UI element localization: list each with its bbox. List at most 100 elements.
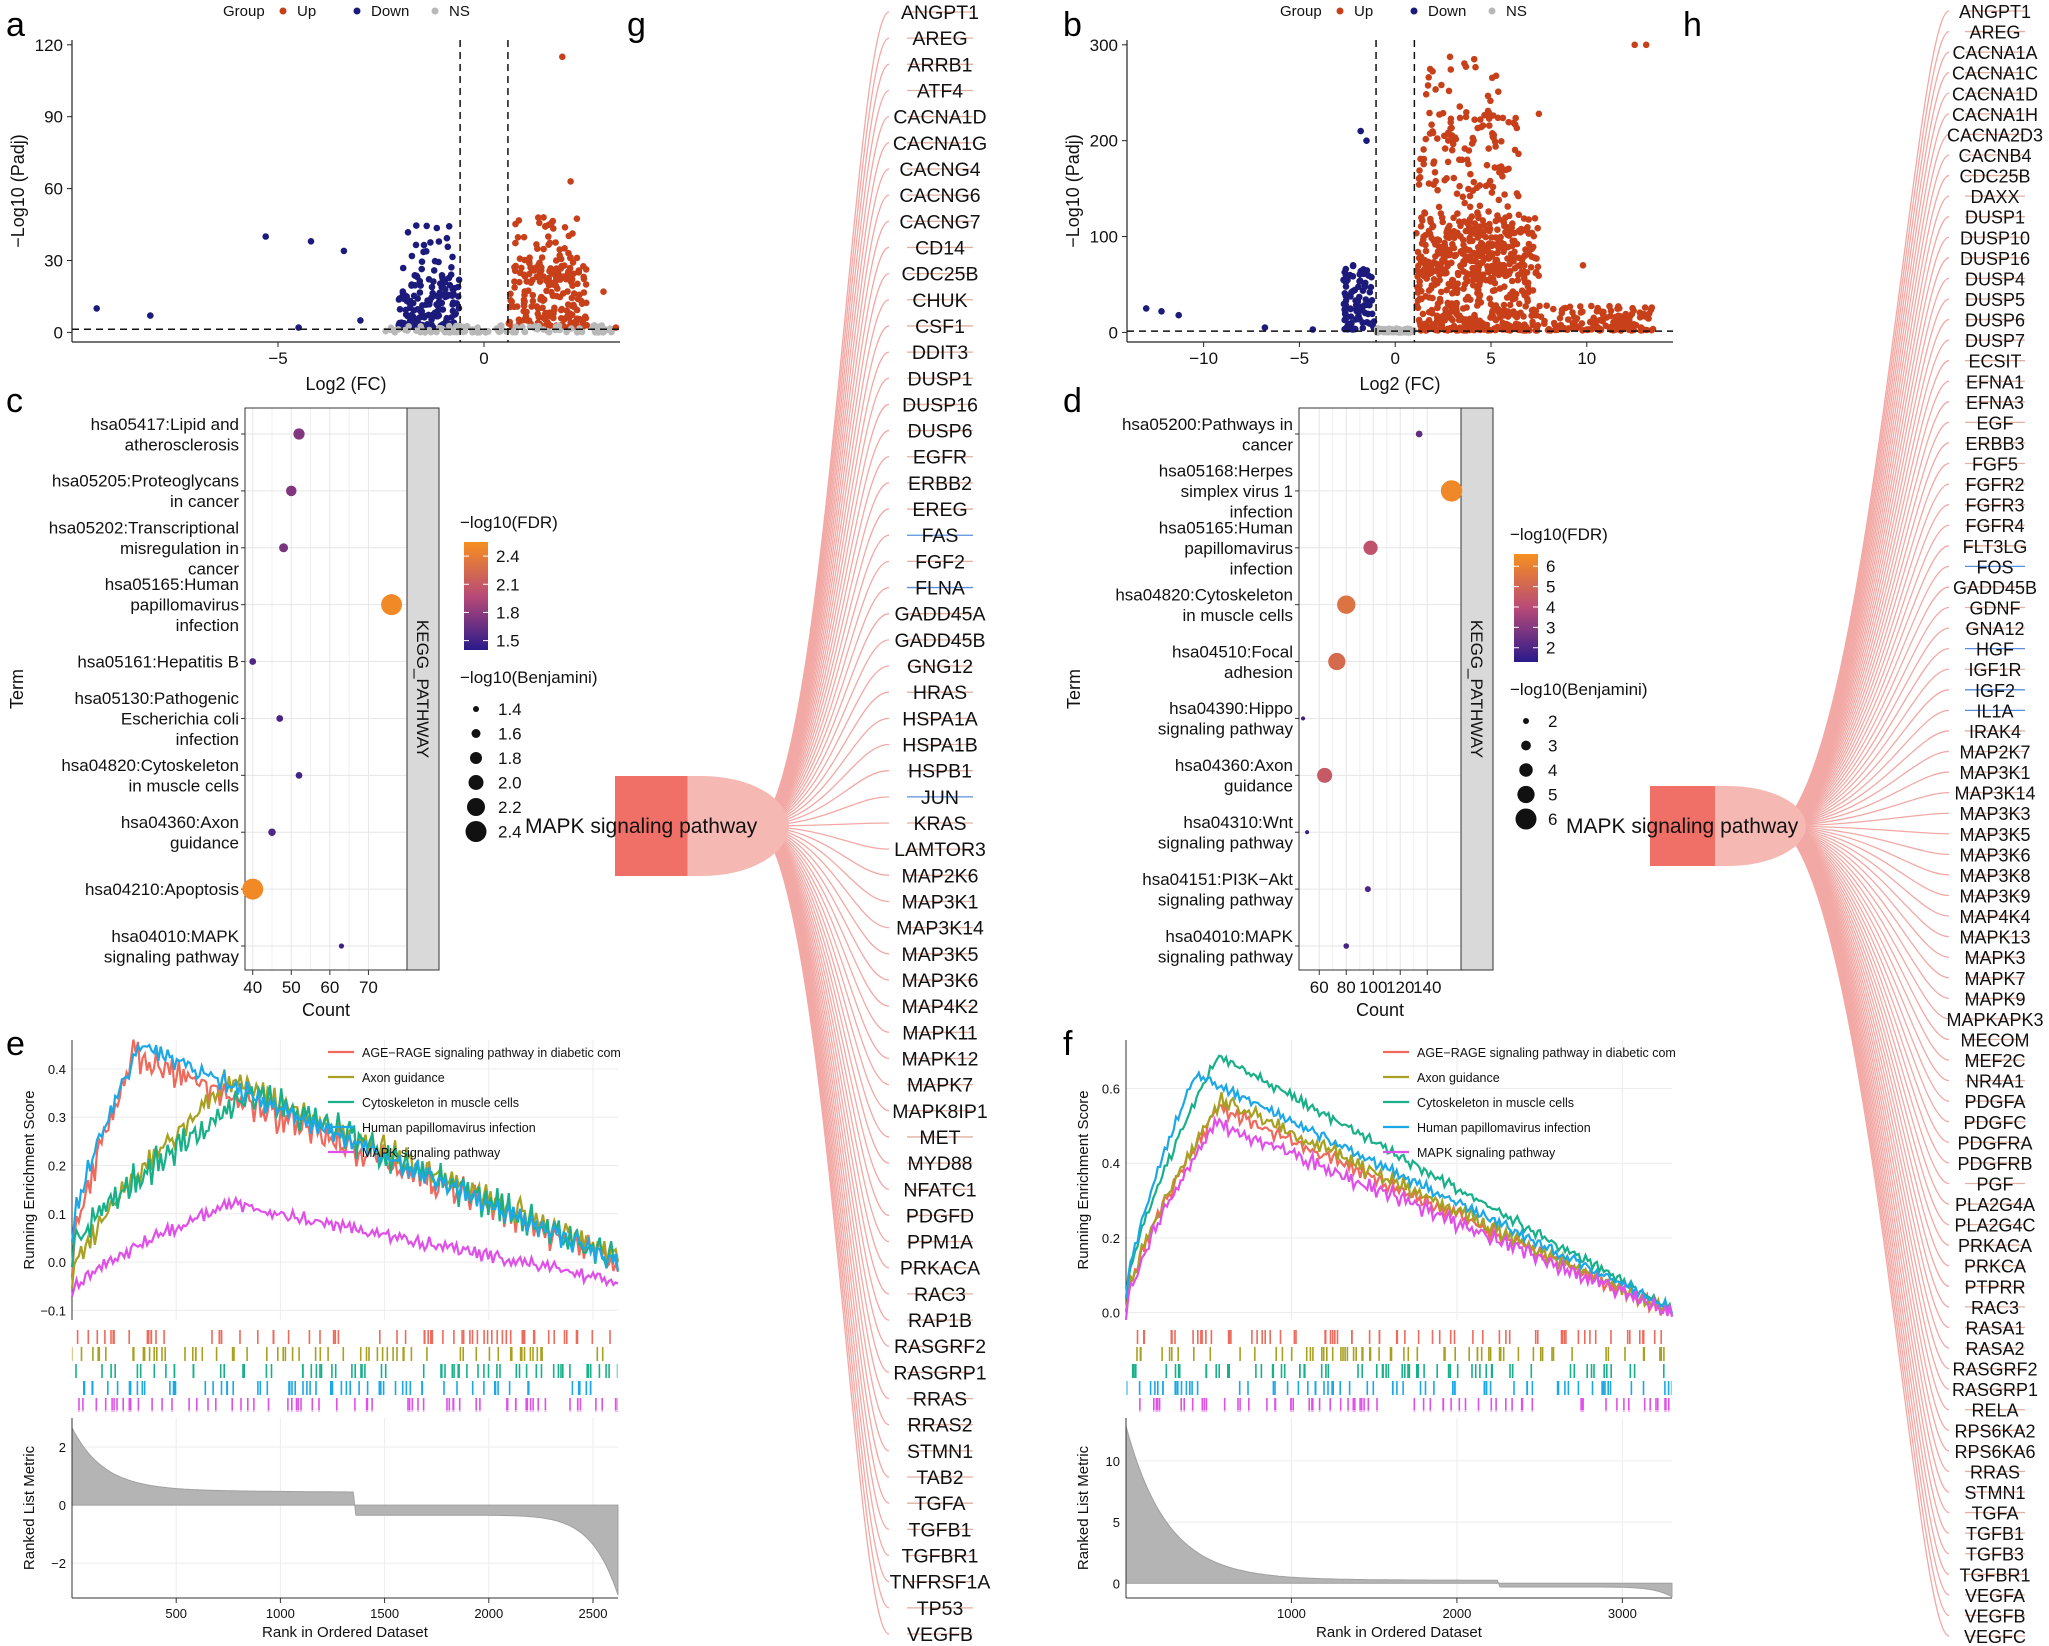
gene-label: MAPK7 (1964, 969, 2025, 989)
data-point-up (1468, 213, 1476, 220)
gene-hit-rug (1131, 1364, 1665, 1378)
metric-y-tick-label: 0 (59, 1498, 66, 1513)
data-point-up (1492, 143, 1499, 150)
cnet-link (759, 825, 890, 1321)
data-point-up (1448, 132, 1456, 139)
data-point-up (1425, 270, 1433, 278)
term-label: adhesion (1224, 663, 1293, 682)
data-point-up (1414, 284, 1421, 291)
data-point-up (1444, 309, 1451, 317)
gene-label: PDGFD (906, 1205, 974, 1227)
legend-title: Group (1280, 3, 1322, 20)
data-point-up (543, 277, 550, 284)
data-point-ns (521, 328, 529, 336)
data-point-up (1641, 313, 1648, 320)
gene-label: CACNA1C (1952, 64, 2038, 84)
data-point-up (1480, 222, 1488, 229)
data-point-up (525, 317, 533, 324)
color-legend-bar (1514, 554, 1538, 662)
data-point-up (552, 239, 559, 246)
data-point-up (1528, 312, 1535, 320)
data-point-up (1537, 313, 1545, 321)
data-point-down (408, 282, 415, 289)
cnet-link (759, 351, 890, 827)
data-point-up (1425, 74, 1432, 81)
gene-label: RPS6KA6 (1954, 1442, 2035, 1462)
term-label: hsa04310:Wnt (1183, 813, 1293, 832)
cnet-link (1779, 565, 1950, 827)
term-label: hsa04820:Cytoskeleton (61, 756, 239, 775)
term-label: hsa04820:Cytoskeleton (1115, 585, 1293, 604)
term-label: guidance (1224, 777, 1293, 796)
data-point-up (1492, 217, 1500, 225)
cnet-link (1779, 825, 1950, 1514)
data-point-up (1484, 92, 1492, 100)
gene-label: GDNF (1970, 599, 2021, 619)
data-point-up (1454, 210, 1461, 217)
gene-label: RASGRF2 (1952, 1360, 2037, 1380)
gene-label: HSPB1 (908, 761, 972, 783)
data-point-up (1603, 314, 1610, 321)
data-point-up (1556, 314, 1564, 322)
data-point-up (1450, 244, 1458, 252)
cnet-link (759, 825, 890, 1452)
data-point-up (538, 254, 546, 261)
data-point-up (520, 296, 528, 304)
data-point-up (536, 219, 543, 227)
term-label: signaling pathway (1158, 947, 1294, 966)
data-point-up (1431, 169, 1439, 176)
cnet-link (1779, 462, 1950, 827)
data-point-up (574, 280, 581, 288)
term-label: hsa04360:Axon (1175, 756, 1293, 775)
color-legend-label: 6 (1546, 557, 1555, 576)
legend-label: MAPK signaling pathway (1417, 1146, 1556, 1160)
x-tick-label: 140 (1413, 978, 1441, 997)
data-point-down (409, 315, 417, 323)
data-point-down (1347, 305, 1354, 312)
data-point-up (1476, 293, 1483, 301)
data-point-down (1359, 307, 1366, 314)
term-dot (293, 428, 305, 440)
data-point-up (1530, 306, 1537, 314)
size-legend-label: 1.4 (498, 700, 522, 719)
data-point-down (398, 319, 405, 327)
term-dot (286, 485, 297, 497)
data-point-down (455, 276, 463, 284)
gene-label: MAP3K9 (1959, 886, 2030, 906)
data-point-up (1531, 215, 1539, 222)
data-point-up (1517, 229, 1524, 236)
data-point-up (511, 278, 518, 285)
gene-label: NR4A1 (1966, 1072, 2024, 1092)
data-point-up (1509, 288, 1517, 295)
cnet-link (1779, 825, 1950, 917)
data-point-up (520, 307, 527, 315)
data-point-ns (599, 329, 607, 336)
gene-label: HGF (1976, 640, 2014, 660)
data-point-down (1363, 137, 1370, 144)
data-point-up (1444, 299, 1451, 307)
data-point-down (412, 241, 420, 249)
cnet-link (1779, 771, 1950, 827)
cnet-link (1779, 380, 1950, 827)
data-point-up (1504, 271, 1511, 278)
data-point-up (1511, 146, 1519, 154)
cnet-link (1779, 401, 1950, 827)
cnet-links (1779, 10, 1950, 1637)
data-point-up (1450, 174, 1458, 182)
data-point-down (1363, 301, 1370, 309)
data-point-up (1470, 55, 1478, 63)
gene-label: PTPRR (1964, 1277, 2025, 1297)
cnet-link (1779, 825, 1950, 1226)
data-point-ns (1393, 325, 1400, 332)
hub-label: MAPK signaling pathway (525, 815, 758, 838)
term-label: cancer (1242, 435, 1293, 454)
size-legend-label: 3 (1548, 737, 1557, 756)
data-point-up (1466, 203, 1474, 211)
term-label: infection (1230, 559, 1293, 578)
data-point-up (1482, 233, 1489, 241)
gene-label: PRKACA (1958, 1236, 2032, 1256)
data-point-up (1480, 257, 1487, 264)
data-point-down (1352, 301, 1360, 309)
data-point-ns (598, 322, 606, 329)
panel-label-e: e (6, 1025, 25, 1063)
